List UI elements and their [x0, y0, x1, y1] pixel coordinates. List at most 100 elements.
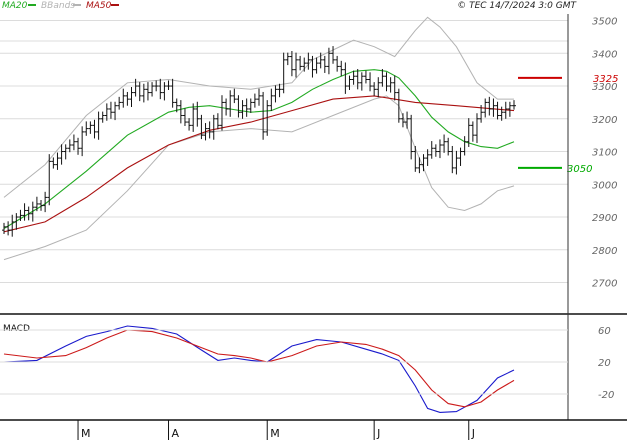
series-line-bband-lower	[3, 95, 515, 261]
ohlc-bar	[215, 113, 220, 130]
ohlc-bar	[76, 137, 81, 155]
macd-y-tick-label: -20	[598, 390, 614, 401]
ohlc-bar	[100, 111, 105, 123]
ohlc-bar	[400, 113, 405, 128]
price-panel: 3325 3050 3500 3400 3300 3200 3100 3000 2900 280…	[0, 13, 618, 313]
ohlc-bar	[88, 121, 93, 134]
ohlc-bar	[26, 206, 31, 221]
ohlc-bar	[343, 62, 348, 94]
x-axis-tick-label: J	[376, 427, 380, 440]
ohlc-bar	[80, 126, 85, 157]
price-y-tick-label: 2800	[592, 246, 617, 257]
ohlc-bar	[347, 75, 352, 90]
ohlc-bar	[6, 221, 11, 236]
ohlc-bar	[108, 101, 113, 119]
ohlc-bar	[59, 144, 64, 165]
ohlc-bar	[150, 82, 155, 97]
price-y-tick-label: 3000	[592, 180, 617, 191]
ohlc-bar	[244, 98, 249, 117]
ohlc-bar	[34, 196, 39, 212]
macd-title: MACD	[3, 324, 30, 334]
ohlc-bar	[22, 203, 27, 221]
macd-y-tick-label: 60	[598, 326, 611, 337]
ohlc-bar	[191, 103, 196, 132]
bollinger-bands	[3, 16, 515, 261]
ohlc-bar	[166, 80, 171, 90]
ohlc-bar	[433, 144, 438, 157]
ohlc-bar	[380, 69, 385, 87]
ohlc-bar	[195, 101, 200, 127]
ohlc-bar	[232, 88, 237, 104]
ohlc-bar	[219, 95, 224, 131]
ohlc-bar	[285, 52, 290, 66]
ohlc-bar	[388, 77, 393, 93]
ohlc-bar	[261, 91, 266, 140]
ohlc-bar	[265, 100, 270, 136]
ohlc-bar	[125, 91, 130, 106]
ohlc-bar	[298, 55, 303, 71]
macd-lines	[3, 325, 515, 413]
ohlc-bar	[96, 111, 101, 140]
ohlc-bar	[199, 114, 204, 140]
copyright-label: © TEC 14/7/2024 3:0 GMT	[457, 1, 577, 11]
ohlc-bar	[43, 191, 48, 213]
ohlc-bar	[437, 139, 442, 159]
ohlc-bar	[207, 121, 212, 139]
ohlc-bar	[306, 52, 311, 70]
ohlc-bar	[351, 70, 356, 85]
ohlc-bar	[442, 134, 447, 153]
ohlc-bar	[141, 83, 146, 103]
ohlc-bar	[10, 214, 15, 237]
ohlc-bar	[392, 75, 397, 101]
legend-bbands-label: BBands	[41, 1, 75, 11]
ohlc-bar	[355, 69, 360, 90]
ohlc-bar	[170, 78, 175, 108]
ohlc-bar	[248, 98, 253, 113]
ohlc-bar	[228, 90, 233, 117]
ohlc-bar	[236, 95, 241, 118]
ohlc-bar	[269, 88, 274, 111]
price-y-tick-label: 3200	[592, 115, 617, 126]
ohlc-bar	[137, 82, 142, 102]
ohlc-bar	[331, 46, 336, 64]
price-y-tick-label: 3400	[592, 49, 617, 60]
price-y-tick-label: 3100	[592, 148, 617, 159]
ohlc-bar	[405, 111, 410, 129]
ohlc-bar	[322, 55, 327, 73]
ohlc-bar	[154, 80, 159, 92]
ohlc-bar	[466, 118, 471, 147]
ohlc-bar	[187, 118, 192, 131]
ohlc-bar	[18, 209, 23, 221]
ohlc-bar	[310, 55, 315, 78]
x-axis-tick-label: M	[81, 427, 91, 440]
ohlc-bar	[512, 100, 516, 110]
ohlc-bar	[104, 103, 109, 121]
ohlc-bar	[55, 152, 60, 170]
ohlc-bar	[252, 93, 257, 108]
series-line-bband-upper	[3, 16, 514, 198]
x-axis-tick-label: A	[172, 427, 180, 440]
ohlc-bar	[63, 144, 68, 160]
moving-averages	[3, 69, 515, 233]
ohlc-bar	[479, 105, 484, 123]
ohlc-bar	[462, 136, 467, 156]
ohlc-bar	[174, 98, 179, 113]
ohlc-bar	[339, 60, 344, 77]
series-line-ma20	[3, 69, 515, 229]
ohlc-bar	[363, 70, 368, 84]
macd-panel: MACD 60 20 -20	[0, 324, 614, 413]
ohlc-bar	[92, 119, 97, 139]
price-y-tick-label: 2900	[592, 213, 617, 224]
ohlc-bar	[113, 101, 118, 121]
ohlc-bar	[359, 72, 364, 91]
x-axis-tick-label: J	[471, 427, 475, 440]
ohlc-bar	[257, 88, 261, 106]
price-y-tick-label: 3300	[592, 82, 617, 93]
ohlc-bar	[483, 98, 488, 118]
level-annotations: 3325 3050	[518, 74, 618, 175]
ohlc-bar	[2, 222, 6, 235]
ohlc-bar	[487, 96, 492, 116]
